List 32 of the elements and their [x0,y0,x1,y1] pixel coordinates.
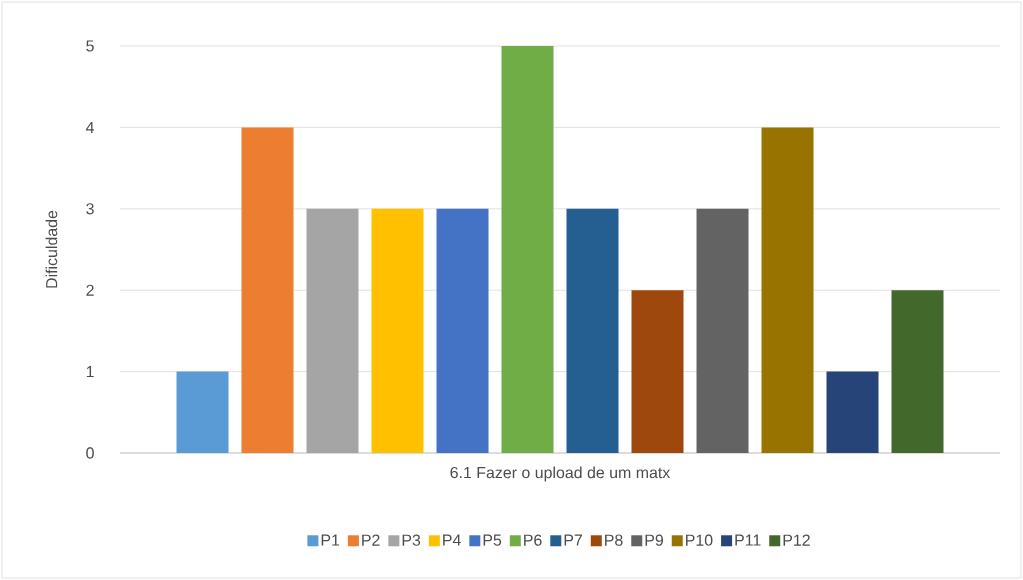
legend-label: P10 [686,534,713,546]
y-tick-label: 5 [86,40,94,52]
legend-label: P12 [783,534,810,546]
bar [176,371,229,453]
legend-label: P11 [735,534,761,546]
legend-label: P3 [402,534,421,546]
bar [696,208,749,453]
bar [891,290,944,453]
bar [501,46,554,453]
legend-label: P4 [443,534,461,546]
y-tick-label: 1 [86,366,94,378]
legend-label: P6 [524,534,542,546]
x-tick-label: 6.1 Fazer o upload de um matx [450,466,671,482]
y-tick-label: 2 [86,284,94,296]
legend-label: P9 [645,534,663,546]
y-axis-title: Dificuldade [45,210,58,288]
legend-label: P2 [362,534,380,546]
y-tick-label: 0 [86,447,94,459]
bar [436,208,489,453]
bar [761,127,814,453]
bar [306,208,359,453]
bar [371,208,424,453]
legend-label: P5 [483,534,502,546]
bar [241,127,294,453]
legend-label: P8 [605,534,623,546]
bar [631,290,684,453]
y-tick-label: 3 [86,203,94,215]
legend-label: P1 [321,534,340,546]
bar [826,371,879,453]
legend-label: P7 [564,534,582,546]
y-tick-label: 4 [85,121,95,133]
bar [566,208,619,453]
